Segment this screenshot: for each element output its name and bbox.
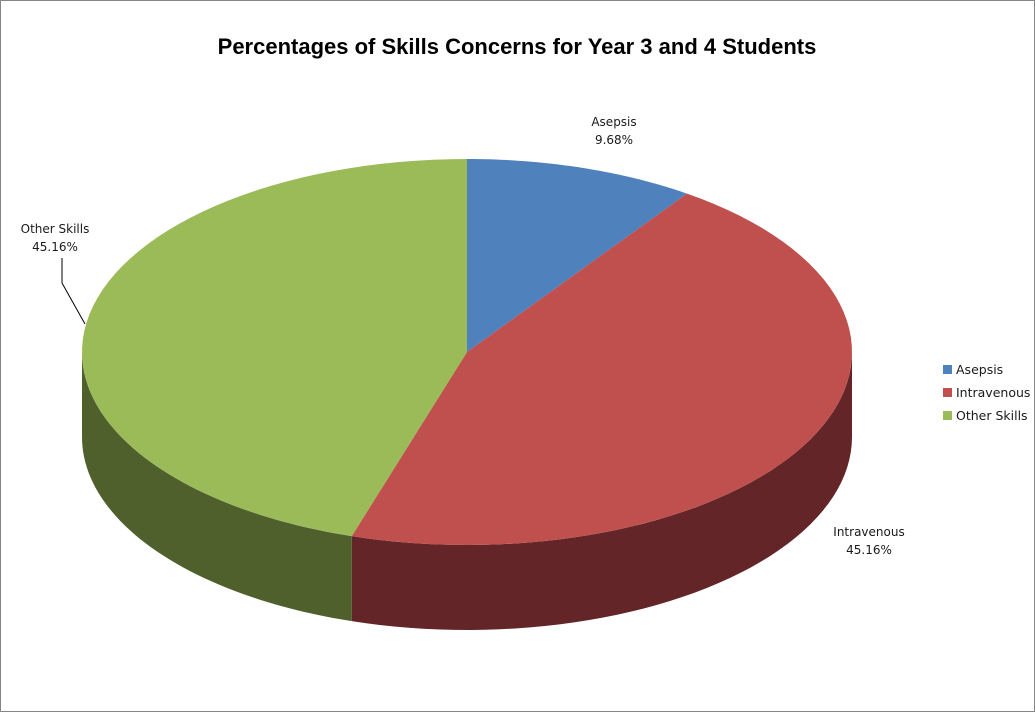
legend-label-intravenous: Intravenous: [956, 385, 1030, 400]
pie-side-other-skills: [82, 352, 352, 622]
legend-label-other-skills: Other Skills: [956, 408, 1028, 423]
data-label-asepsis: Asepsis 9.68%: [591, 115, 636, 147]
legend-swatch-asepsis: [943, 365, 952, 374]
pie-sides: [82, 352, 852, 630]
pie-slice-asepsis: [467, 159, 687, 352]
data-label-category: Intravenous: [833, 525, 904, 539]
legend-swatch-intravenous: [943, 388, 952, 397]
pie-slice-other-skills: [82, 159, 467, 537]
data-label-value: 45.16%: [846, 543, 892, 557]
chart-title: Percentages of Skills Concerns for Year …: [218, 34, 817, 59]
pie-slice-intravenous: [351, 193, 852, 546]
data-labels: Asepsis 9.68%Intravenous 45.16%Other Skill…: [21, 115, 905, 557]
data-label-other-skills: Other Skills 45.16%: [21, 222, 90, 254]
data-label-intravenous: Intravenous 45.16%: [833, 525, 904, 557]
legend-swatch-other-skills: [943, 411, 952, 420]
pie-side-intravenous: [351, 352, 852, 630]
data-label-value: 45.16%: [32, 240, 78, 254]
data-label-value: 9.68%: [595, 133, 633, 147]
leader-line-other-skills: [61, 258, 86, 325]
legend: Asepsis Intravenous Other Skills: [943, 362, 1030, 423]
pie-slices: [82, 159, 852, 546]
data-label-category: Asepsis: [591, 115, 636, 129]
data-label-category: Other Skills: [21, 222, 90, 236]
legend-label-asepsis: Asepsis: [956, 362, 1003, 377]
